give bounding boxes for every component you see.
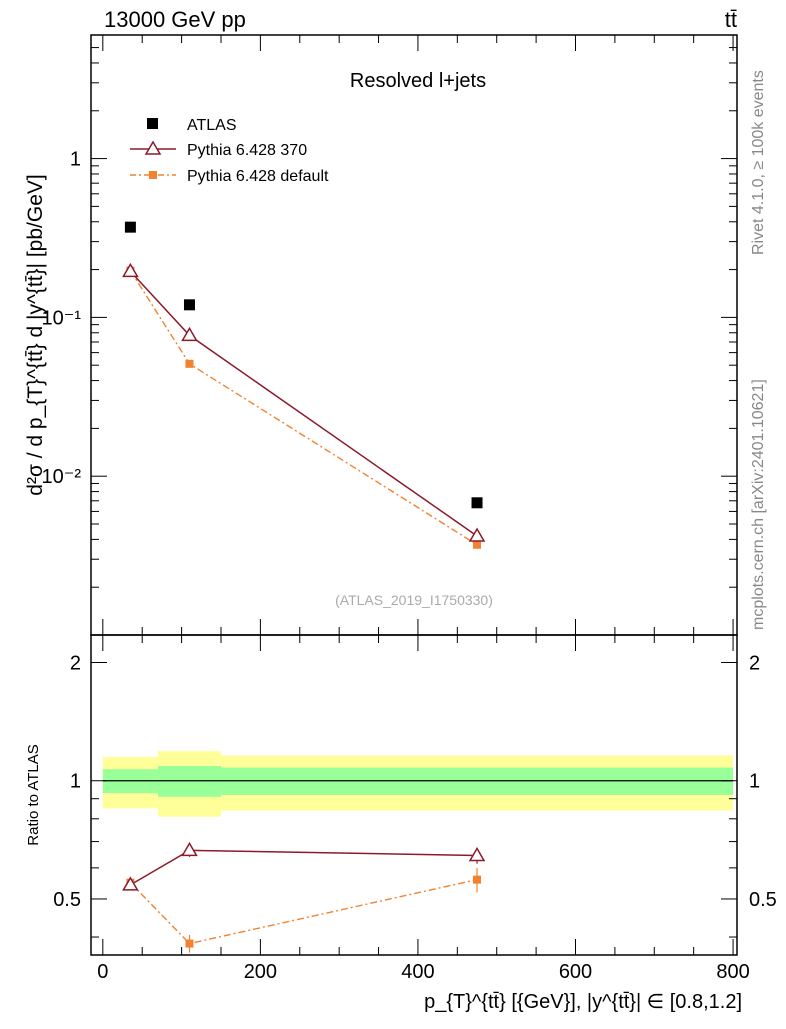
pythia-370-point — [181, 326, 198, 342]
main-ylabel: d²σ / d p_{T}^{tt̄} d |y^{tt̄}| [pb/GeV] — [24, 174, 47, 495]
ratio-y-tick-label-right: 1 — [749, 771, 760, 793]
main-y-tick-label: 10⁻² — [42, 466, 82, 488]
x-tick-label: 200 — [244, 961, 277, 983]
series-line-pythia-default — [129, 270, 478, 546]
atlas-data-point — [124, 221, 136, 233]
process-label: tt̄ — [725, 7, 737, 32]
atlas-data-point — [471, 497, 483, 509]
x-tick-label: 800 — [716, 961, 749, 983]
ratio-point-pythia-370 — [468, 847, 486, 862]
atlas-data-point — [183, 299, 195, 311]
legend-pythia370-marker — [144, 140, 162, 155]
ratio-y-tick-label-right: 0.5 — [749, 889, 777, 911]
ratio-ylabel: Ratio to ATLAS — [25, 744, 42, 845]
main-panel: 1 10⁻¹ 10⁻² Resolved l+jets (ATLAS_2019_I1… — [24, 34, 738, 636]
analysis-label: (ATLAS_2019_I1750330) — [335, 592, 493, 608]
ratio-y-tick-label-left: 2 — [70, 653, 81, 675]
pythia-370-point — [122, 262, 139, 278]
rivet-label: Rivet 4.1.0, ≥ 100k events — [750, 70, 767, 255]
pythia-default-point — [185, 359, 194, 368]
pythia-370-point — [468, 527, 486, 542]
ratio-y-tick-label-left: 0.5 — [53, 889, 81, 911]
ratio-y-tick-label-right: 2 — [749, 653, 760, 675]
legend-default-marker — [149, 171, 157, 179]
ratio-point-pythia-370 — [122, 876, 139, 891]
energy-label: 13000 GeV pp — [104, 7, 246, 32]
ratio-point-pythia-default — [185, 939, 194, 948]
mcplots-label: mcplots.cern.ch [arXiv:2401.10621] — [750, 379, 767, 630]
legend-atlas-marker — [147, 118, 158, 129]
x-tick-label: 0 — [97, 961, 108, 983]
x-axis-label: p_{T}^{tt̄} [{GeV}], |y^{tt̄}| ∈ [0.8,1.… — [424, 991, 742, 1013]
ratio-panel: 0.5 0.5 1 1 2 2 0 200 400 600 800 Ratio to ATLAS p… — [25, 634, 777, 1013]
legend: ATLAS Pythia 6.428 370 Pythia 6.428 defa… — [130, 117, 329, 185]
legend-atlas-label: ATLAS — [187, 117, 237, 134]
main-y-tick-label: 1 — [70, 149, 81, 171]
legend-default-label: Pythia 6.428 default — [187, 168, 329, 185]
ratio-line-pythia-default — [129, 878, 478, 945]
pythia-default-point — [473, 540, 482, 549]
x-tick-label: 400 — [401, 961, 434, 983]
main-y-tick-label: 10⁻¹ — [42, 307, 82, 329]
ratio-frame — [90, 634, 738, 956]
ratio-point-pythia-370 — [181, 841, 198, 857]
ratio-point-pythia-default — [473, 875, 482, 884]
main-title: Resolved l+jets — [350, 70, 486, 92]
series-line-pythia-370 — [129, 270, 478, 537]
legend-pythia370-label: Pythia 6.428 370 — [187, 142, 307, 159]
ratio-y-tick-label-left: 1 — [70, 771, 81, 793]
x-tick-label: 600 — [559, 961, 592, 983]
ratio-band-inner — [157, 766, 221, 797]
